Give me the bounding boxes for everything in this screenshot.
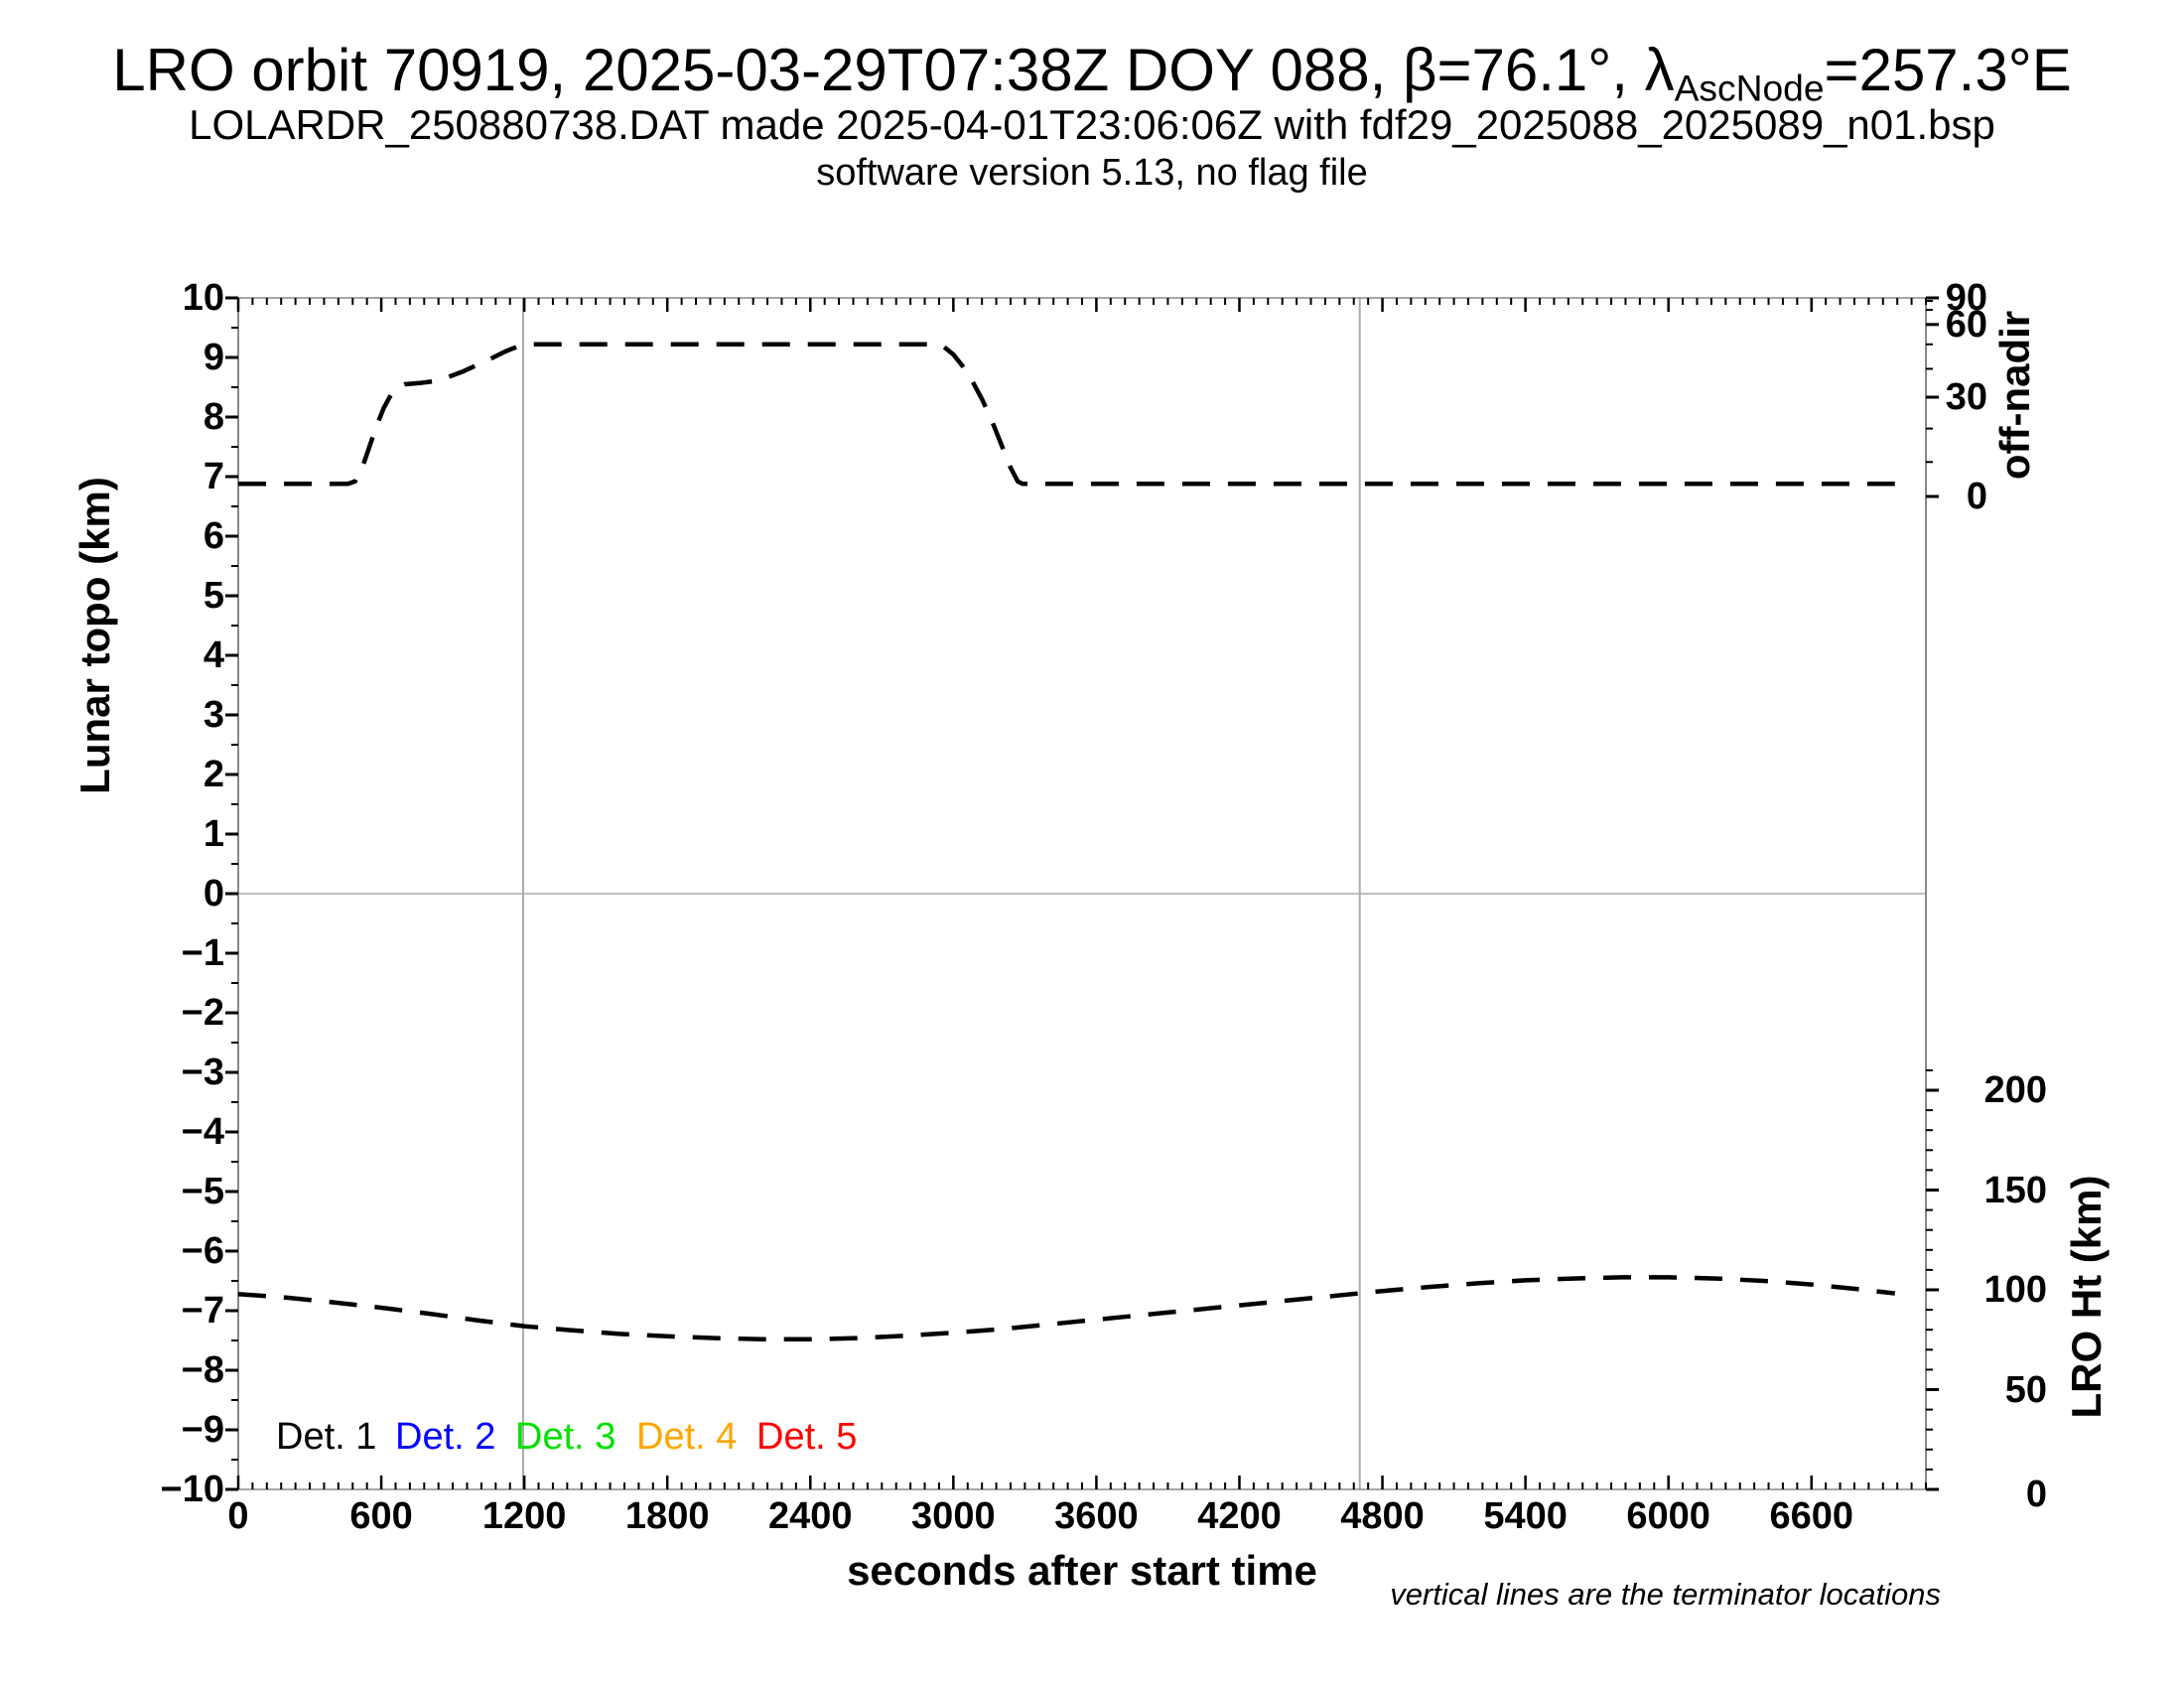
legend-item-det-5: Det. 5	[756, 1416, 858, 1458]
left-tick-label-1: 1	[203, 813, 224, 855]
left-tick-label--8: −8	[181, 1349, 224, 1391]
lro-height-curve	[237, 1275, 1896, 1342]
left-tick-label--2: −2	[181, 992, 224, 1034]
left-axis-ticks	[225, 296, 238, 1491]
left-tick-label-3: 3	[203, 694, 224, 736]
x-tick-label-3600: 3600	[1054, 1495, 1139, 1537]
lro-height-tick-label-100: 100	[1983, 1269, 2047, 1311]
x-tick-label-6600: 6600	[1769, 1495, 1853, 1537]
title-prefix: LRO orbit 70919, 2025-03-29T07:38Z DOY 0…	[112, 37, 1675, 103]
x-tick-label-2400: 2400	[767, 1495, 853, 1537]
legend-item-det-1: Det. 1	[276, 1416, 377, 1458]
legend-item-det-2: Det. 2	[395, 1416, 496, 1458]
reference-lines	[238, 298, 1926, 1489]
left-tick-label-10: 10	[182, 277, 224, 319]
left-tick-label-2: 2	[203, 754, 224, 795]
off-nadir-axis-ticks	[1926, 296, 1939, 498]
lro-height-tick-label-150: 150	[1983, 1169, 2047, 1211]
off-nadir-curve	[238, 342, 1895, 487]
lro-height-tick-label-200: 200	[1983, 1069, 2047, 1111]
left-tick-label-5: 5	[203, 575, 224, 617]
left-tick-label-9: 9	[203, 337, 224, 378]
left-tick-label--3: −3	[181, 1052, 224, 1093]
title-suffix: =257.3°E	[1824, 37, 2072, 103]
x-tick-label-3000: 3000	[911, 1495, 996, 1537]
x-tick-label-1800: 1800	[624, 1495, 710, 1537]
x-tick-label-6000: 6000	[1626, 1495, 1710, 1537]
left-tick-label-6: 6	[203, 515, 224, 557]
left-tick-label-8: 8	[203, 396, 224, 438]
off-nadir-tick-label-60: 60	[1945, 303, 1987, 346]
left-tick-label--4: −4	[181, 1111, 224, 1153]
lro-height-tick-label-50: 50	[2004, 1368, 2047, 1411]
title-subscript: AscNode	[1674, 67, 1825, 109]
left-tick-label--6: −6	[181, 1230, 224, 1272]
subtitle-filename: LOLARDR_250880738.DAT made 2025-04-01T23…	[189, 101, 1995, 148]
left-tick-label--9: −9	[181, 1409, 224, 1451]
x-axis-ticks	[236, 298, 1927, 1489]
left-tick-label-4: 4	[203, 634, 224, 676]
left-tick-label--5: −5	[181, 1171, 224, 1212]
terminator-note: vertical lines are the terminator locati…	[1390, 1577, 1941, 1612]
left-tick-label-7: 7	[203, 456, 224, 497]
x-tick-label-4200: 4200	[1197, 1495, 1282, 1537]
left-tick-label--10: −10	[160, 1469, 224, 1510]
lro-height-tick-label-0: 0	[2025, 1474, 2047, 1515]
left-tick-label--7: −7	[181, 1290, 224, 1332]
x-axis-label: seconds after start time	[847, 1547, 1317, 1594]
legend-item-det-3: Det. 3	[515, 1416, 616, 1458]
left-tick-label--1: −1	[181, 932, 224, 974]
page-title: LRO orbit 70919, 2025-03-29T07:38Z DOY 0…	[0, 36, 2184, 109]
lro-height-axis-ticks	[1926, 1068, 1939, 1491]
x-tick-label-1200: 1200	[481, 1495, 567, 1537]
x-tick-label-5400: 5400	[1483, 1495, 1568, 1537]
left-tick-label-0: 0	[203, 873, 224, 914]
x-tick-label-0: 0	[227, 1495, 249, 1537]
x-tick-label-4800: 4800	[1340, 1495, 1425, 1537]
off-nadir-tick-label-0: 0	[1966, 476, 1987, 517]
off-nadir-tick-label-30: 30	[1945, 376, 1987, 418]
off-nadir-tick-label-90: 90	[1945, 277, 1987, 319]
subtitle-software-version: software version 5.13, no flag file	[816, 152, 1368, 194]
x-tick-label-600: 600	[349, 1495, 413, 1537]
legend-item-det-4: Det. 4	[636, 1416, 738, 1458]
